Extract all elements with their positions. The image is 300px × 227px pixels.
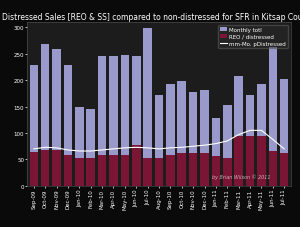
Bar: [109, 155, 118, 186]
Bar: [98, 155, 106, 186]
Bar: [246, 136, 254, 186]
Bar: [75, 158, 84, 186]
Bar: [121, 55, 129, 186]
Bar: [143, 158, 152, 186]
Bar: [121, 155, 129, 186]
Bar: [109, 57, 118, 186]
Bar: [64, 66, 72, 186]
Bar: [30, 66, 38, 186]
Bar: [268, 48, 277, 186]
Bar: [166, 155, 175, 186]
Bar: [52, 150, 61, 186]
Legend: Monthly totl, REO / distressed, mm-Mo. pDistressed: Monthly totl, REO / distressed, mm-Mo. p…: [218, 25, 288, 49]
Bar: [98, 57, 106, 186]
Bar: [30, 152, 38, 186]
Bar: [86, 110, 95, 186]
Bar: [143, 29, 152, 186]
Bar: [257, 136, 266, 186]
Bar: [155, 96, 163, 186]
Bar: [234, 136, 243, 186]
Bar: [64, 155, 72, 186]
Bar: [280, 153, 288, 186]
Bar: [178, 82, 186, 186]
Title: Distressed Sales [REO & SS] compared to non-distressed for SFR in Kitsap County: Distressed Sales [REO & SS] compared to …: [2, 13, 300, 22]
Bar: [200, 90, 209, 186]
Bar: [212, 119, 220, 186]
Bar: [166, 85, 175, 186]
Bar: [212, 157, 220, 186]
Bar: [189, 92, 197, 186]
Bar: [268, 151, 277, 186]
Bar: [155, 158, 163, 186]
Bar: [132, 57, 140, 186]
Bar: [178, 153, 186, 186]
Bar: [200, 153, 209, 186]
Bar: [86, 158, 95, 186]
Bar: [41, 45, 50, 186]
Bar: [257, 85, 266, 186]
Bar: [189, 153, 197, 186]
Text: by Brian Wilson © 2011: by Brian Wilson © 2011: [212, 174, 270, 180]
Bar: [234, 76, 243, 186]
Bar: [52, 50, 61, 186]
Bar: [132, 145, 140, 186]
Bar: [75, 107, 84, 186]
Bar: [223, 106, 232, 186]
Bar: [223, 158, 232, 186]
Bar: [280, 80, 288, 186]
Bar: [246, 96, 254, 186]
Bar: [41, 151, 50, 186]
